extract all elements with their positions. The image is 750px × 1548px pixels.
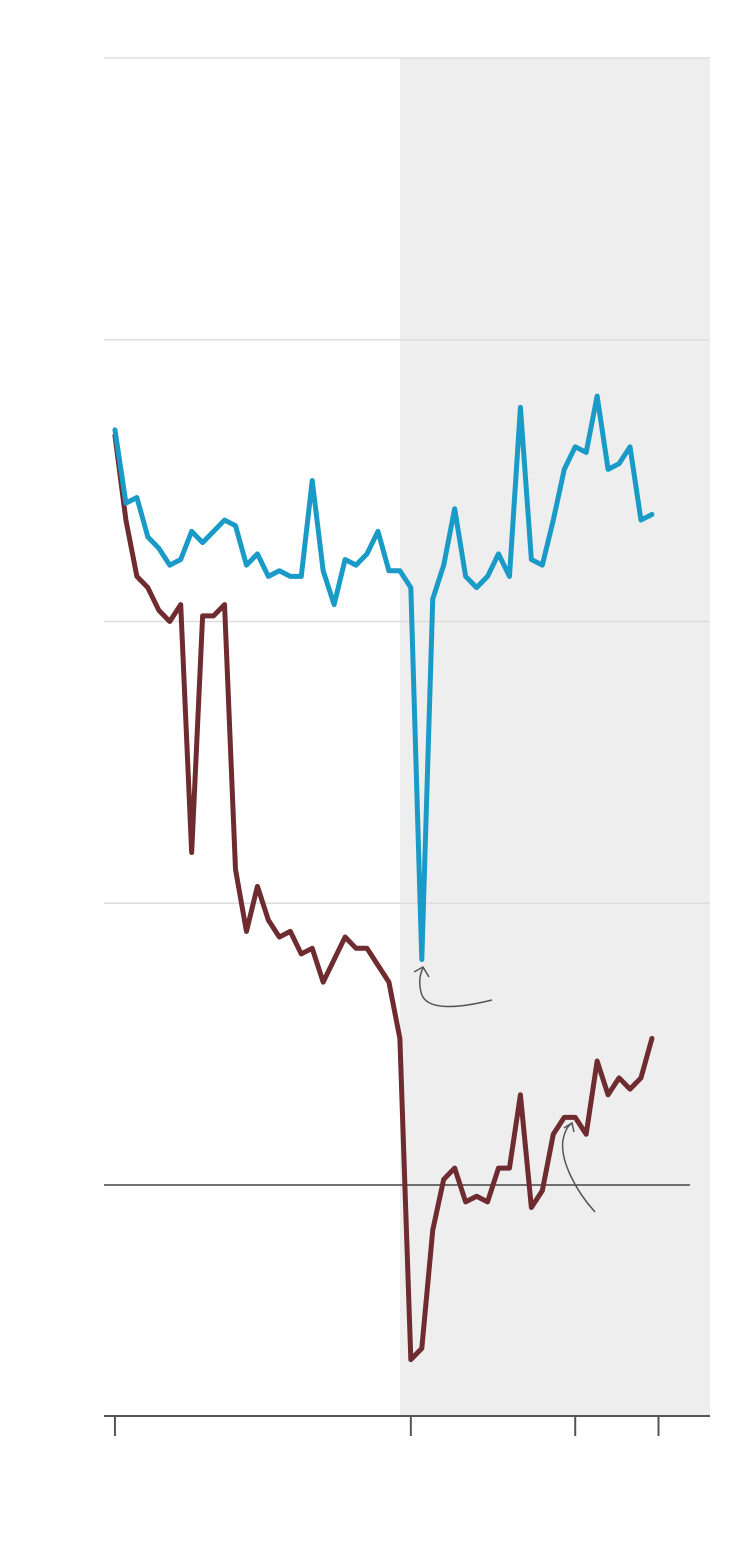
- arrowhead: [413, 965, 430, 978]
- arrowhead: [563, 1121, 575, 1133]
- series-line: [112, 433, 655, 1363]
- shaded-region: [399, 58, 710, 1416]
- annotation-arrows: [413, 965, 596, 1213]
- annotation-arrow: [561, 1123, 596, 1213]
- annotation-arrow: [419, 967, 493, 1008]
- series-line: [112, 393, 655, 963]
